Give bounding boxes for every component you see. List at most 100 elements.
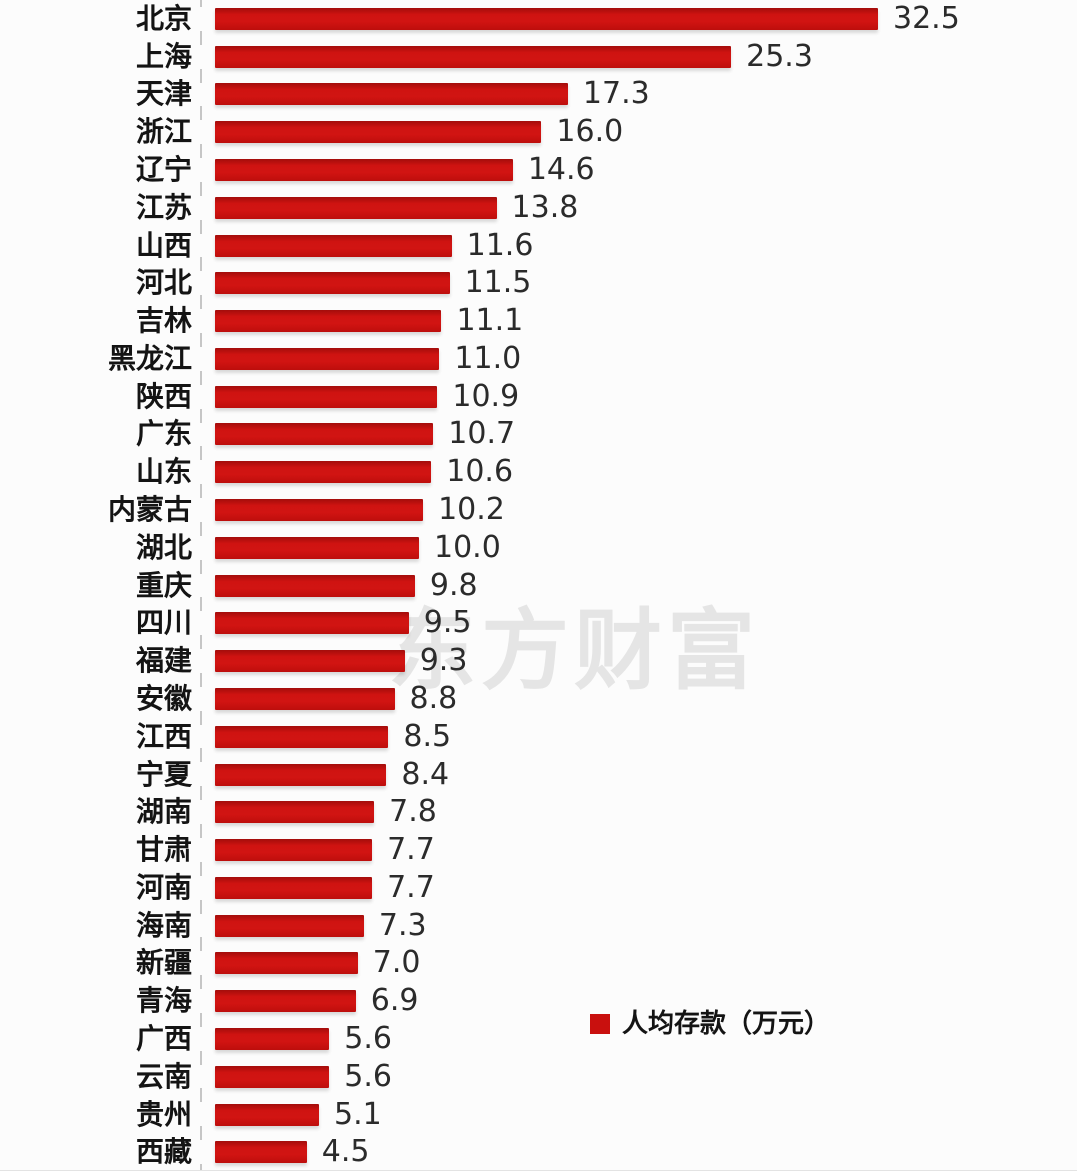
category-axis [200,0,204,1171]
chart-row: 广东 10.7 [0,416,1077,454]
chart-row: 辽宁 14.6 [0,151,1077,189]
chart-row: 宁夏 8.4 [0,756,1077,794]
bar-track: 7.7 [202,835,1077,865]
bar [215,952,358,975]
bar [215,7,878,30]
category-label: 辽宁 [135,153,192,187]
bar-track: 5.6 [202,1058,1077,1094]
category-label: 黑龙江 [107,341,192,375]
axis-tick [200,1050,202,1065]
bar-track: 11.6 [202,227,1077,263]
chart-row: 云南 5.6 [0,1058,1077,1096]
bar [215,83,568,106]
bar [215,574,415,597]
value-label: 6.9 [370,983,419,1019]
value-label: 10.9 [452,378,520,414]
category-label: 广东 [135,417,192,451]
chart-row: 山东 10.6 [0,453,1077,491]
axis-tick [200,597,202,612]
value-label: 5.6 [344,1058,392,1094]
axis-tick [200,257,202,272]
bar-track: 11.1 [202,306,1077,336]
bar-track: 10.2 [202,495,1077,525]
axis-tick [200,484,202,499]
category-label: 西藏 [135,1135,192,1169]
chart-row: 贵州 5.1 [0,1096,1077,1134]
axis-tick [200,710,202,725]
bar-track: 9.5 [202,608,1077,638]
bar [215,234,452,257]
category-label: 湖北 [135,530,192,564]
chart-row: 青海 6.9 [0,982,1077,1020]
category-label: 安徽 [135,681,192,715]
axis-tick [200,899,202,914]
bar-track: 11.5 [202,268,1077,298]
bar-track: 25.3 [202,41,1077,72]
axis-tick [200,521,202,536]
bar-track: 14.6 [202,155,1077,185]
bar-track: 7.8 [202,797,1077,827]
value-label: 4.5 [321,1134,370,1170]
chart-row: 天津 17.3 [0,76,1077,114]
category-label: 内蒙古 [107,493,192,527]
axis-tick [200,0,202,7]
value-label: 14.6 [527,152,595,188]
value-label: 7.8 [389,794,437,830]
category-label: 浙江 [135,115,192,149]
chart-row: 上海 25.3 [0,38,1077,76]
axis-tick [200,937,202,952]
axis-tick [200,786,202,801]
axis-tick [200,219,202,234]
chart-row: 重庆 9.8 [0,567,1077,605]
bar [215,347,440,370]
axis-tick [200,1012,202,1027]
bar [215,272,450,295]
chart-row: 湖北 10.0 [0,529,1077,567]
bar [215,310,442,333]
bar [215,839,373,862]
bar [215,1141,307,1164]
chart-row: 四川 9.5 [0,605,1077,643]
axis-tick [200,144,202,159]
bar [215,499,424,522]
category-label: 陕西 [135,379,192,413]
category-label: 广西 [135,1021,192,1055]
bar-track: 16.0 [202,117,1077,147]
bar [215,1065,330,1088]
value-label: 16.0 [556,114,624,150]
bar [215,1027,330,1050]
axis-tick [200,370,202,385]
chart-row: 河北 11.5 [0,264,1077,302]
value-label: 10.0 [434,529,501,565]
bar-track: 10.7 [202,419,1077,449]
bar [215,687,395,710]
watermark: 东方财富 [388,599,761,702]
chart-row: 安徽 8.8 [0,680,1077,718]
legend-label: 人均存款（万元） [622,1009,831,1039]
category-label: 江苏 [135,190,192,224]
bar [215,990,356,1013]
value-label: 7.3 [378,907,427,943]
bar [215,385,438,408]
value-label: 11.6 [466,227,534,263]
category-label: 宁夏 [135,757,192,791]
axis-tick [200,106,202,121]
value-label: 5.1 [334,1096,382,1132]
bar [215,725,389,748]
bar [215,196,497,219]
axis-tick [200,559,202,574]
bar [215,159,513,182]
chart-row: 甘肃 7.7 [0,831,1077,869]
bar-track: 10.6 [202,457,1077,487]
value-label: 8.4 [401,756,450,792]
axis-tick [200,824,202,839]
chart-row: 山西 11.6 [0,227,1077,265]
axis-tick [200,30,202,45]
bar-track: 4.5 [202,1137,1077,1167]
chart-row: 福建 9.3 [0,642,1077,680]
bar-track: 8.8 [202,683,1077,714]
bar-track: 11.0 [202,343,1077,374]
category-label: 上海 [135,39,192,73]
value-label: 9.5 [423,605,472,641]
